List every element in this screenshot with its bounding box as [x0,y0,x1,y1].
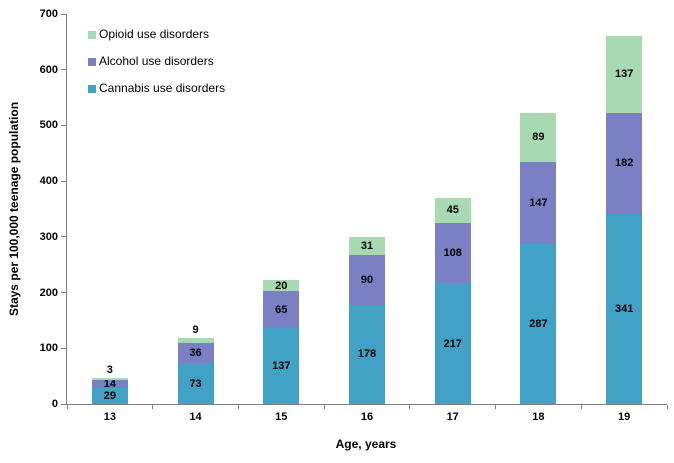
bar-segment-cannabis-use-disorders [606,214,643,404]
bar-value-label: 14 [103,377,116,390]
y-axis-title-text: Stays per 100,000 teenage population [7,101,22,317]
x-axis-tick [495,405,497,409]
bar-segment-opioid-use-disorders [434,197,471,223]
legend: Opioid use disorders Alcohol use disorder… [88,28,225,95]
legend-item-alcohol-use-disorders: Alcohol use disorders [88,55,225,68]
y-axis-tick [61,13,66,15]
bar-segment-alcohol-use-disorders [520,162,557,245]
x-axis-tick [409,405,411,409]
bar-value-label: 20 [275,279,288,292]
bar-segment-cannabis-use-disorders [349,304,385,404]
bar-value-label: 182 [614,157,634,170]
bar-segment-opioid-use-disorders [520,112,557,163]
y-tick-label: 200 [39,286,58,299]
bar-value-label: 108 [443,247,462,260]
bar-value-label: 9 [192,324,199,337]
legend-swatch-icon [88,57,96,66]
bar-segment-cannabis-use-disorders [520,244,557,404]
bar-segment-cannabis-use-disorders [263,327,300,404]
y-tick-label: 600 [39,63,58,76]
plot-area: 0 100 200 300 400 500 600 700 13 29 14 3 14 73 36 9 15 13… [40,8,668,423]
bar-value-label: 89 [532,131,545,144]
bar-segment-alcohol-use-disorders [434,222,471,284]
y-tick-label: 0 [51,398,58,410]
bar-value-label: 36 [189,347,202,360]
x-axis-tick [66,405,68,409]
bar-segment-alcohol-use-disorders [91,380,128,388]
bar-value-label: 65 [275,303,288,316]
legend-swatch-icon [88,84,96,93]
y-tick-label: 500 [39,119,58,132]
bar-value-label: 3 [106,364,113,377]
bar-segment-alcohol-use-disorders [177,343,214,364]
bar-value-label: 178 [357,348,377,361]
legend-item-cannabis-use-disorders: Cannabis use disorders [88,82,225,95]
legend-label: Cannabis use disorders [99,81,226,95]
bar-segment-cannabis-use-disorders [177,363,214,404]
y-tick-label: 700 [39,8,58,20]
bar-value-label: 31 [360,240,374,253]
bar-value-label: 90 [360,273,374,286]
x-tick-label: 16 [360,411,374,423]
bar-value-label: 137 [614,68,634,81]
y-axis-tick [61,124,66,126]
x-tick-label: 18 [532,411,545,423]
bar-value-label: 147 [529,197,548,210]
legend-label: Alcohol use disorders [99,54,214,68]
y-tick-label: 400 [39,175,58,188]
legend-item-opioid-use-disorders: Opioid use disorders [88,28,225,41]
x-axis-tick [580,405,582,409]
x-axis-title: Age, years [335,437,397,451]
y-axis-tick [61,236,66,238]
y-tick-label: 100 [39,342,58,355]
x-tick-label: 15 [275,411,288,423]
bar-segment-opioid-use-disorders [91,378,128,381]
bar-value-label: 29 [103,389,116,402]
bar-segment-opioid-use-disorders [606,36,643,113]
x-axis-tick [237,405,239,409]
bar-segment-alcohol-use-disorders [606,112,643,215]
bar-segment-opioid-use-disorders [263,280,300,292]
bar-segment-alcohol-use-disorders [349,254,385,305]
x-tick-label: 17 [446,411,459,423]
bar-value-label: 45 [446,204,459,217]
bar-segment-opioid-use-disorders [349,237,385,255]
y-axis-tick [61,403,66,405]
x-axis-tick [152,405,154,409]
x-tick-label: 13 [103,411,116,423]
bar-value-label: 137 [272,359,291,372]
x-axis-tick [666,405,668,409]
bar-value-label: 341 [614,303,634,316]
x-tick-label: 19 [618,411,631,423]
legend-swatch-icon [88,30,96,39]
bar-value-label: 73 [189,377,202,390]
bar-segment-opioid-use-disorders [177,338,214,344]
bar-segment-cannabis-use-disorders [91,387,128,404]
bar-value-label: 287 [529,318,548,331]
legend-label: Opioid use disorders [99,27,210,41]
y-tick-label: 300 [39,230,58,243]
y-axis-tick [61,180,66,182]
y-axis-tick [61,292,66,294]
bar-segment-alcohol-use-disorders [263,291,300,328]
x-axis-tick [323,405,325,409]
y-axis-tick [61,69,66,71]
x-tick-label: 14 [189,411,202,423]
bar-segment-cannabis-use-disorders [434,283,471,404]
y-axis-tick [61,347,66,349]
bar-value-label: 217 [443,337,462,350]
